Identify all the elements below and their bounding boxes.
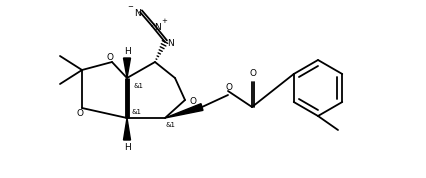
Polygon shape <box>164 104 202 118</box>
Text: O: O <box>76 109 83 117</box>
Text: N: N <box>167 38 174 48</box>
Text: N: N <box>154 22 161 32</box>
Polygon shape <box>123 118 130 140</box>
Text: &1: &1 <box>134 83 144 89</box>
Text: +: + <box>161 18 167 24</box>
Text: &1: &1 <box>132 109 142 115</box>
Text: &1: &1 <box>166 122 176 128</box>
Polygon shape <box>123 58 130 78</box>
Text: O: O <box>106 53 113 62</box>
Text: O: O <box>189 96 196 106</box>
Text: −: − <box>127 4 132 10</box>
Text: H: H <box>124 46 131 56</box>
Text: H: H <box>124 143 131 153</box>
Text: N: N <box>134 9 141 17</box>
Text: O: O <box>225 83 232 93</box>
Text: O: O <box>249 69 256 78</box>
